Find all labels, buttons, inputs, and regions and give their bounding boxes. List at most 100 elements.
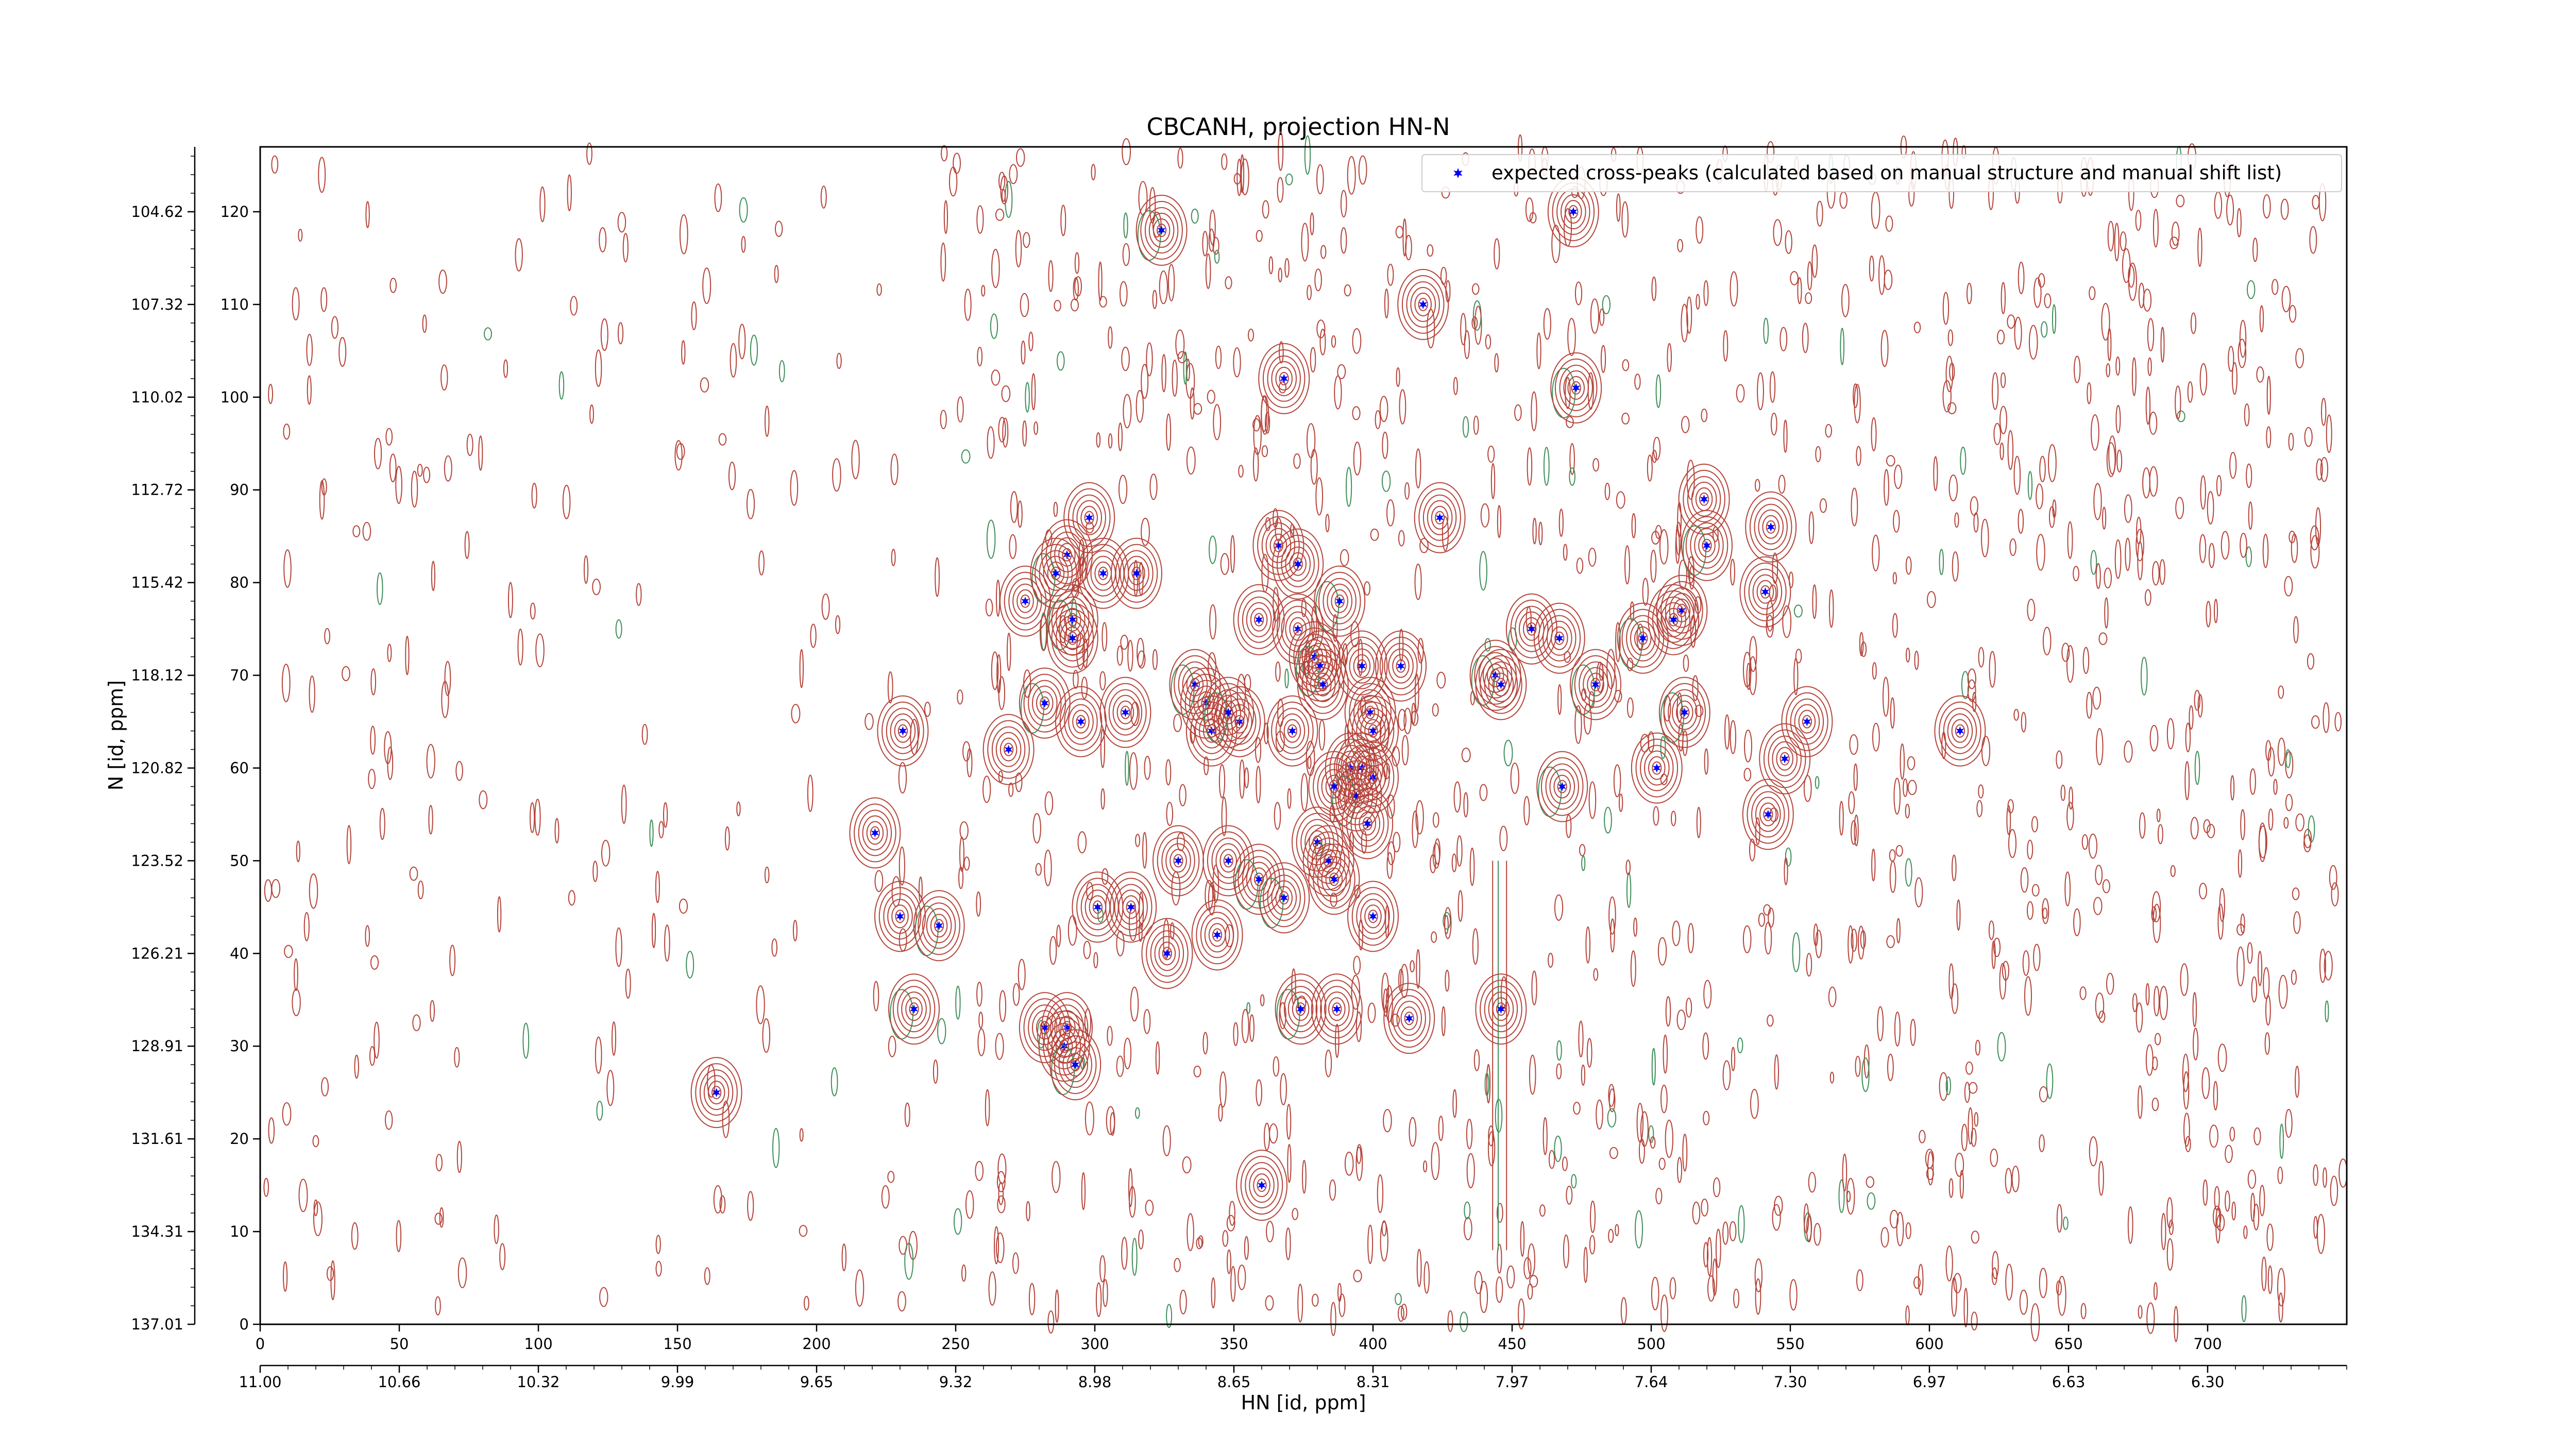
noise-contour [820,186,827,209]
noise-contour [2285,749,2291,768]
x-ppm-tick-label: 9.65 [800,1373,834,1391]
noise-contour [2098,1010,2106,1023]
peak-contour [1617,602,1669,674]
noise-contour [1344,1151,1354,1176]
peak-contour [1300,819,1334,866]
noise-contour [1307,284,1312,300]
noise-contour [2124,494,2132,523]
noise-contour [2021,712,2027,733]
peak-contour [1327,583,1352,619]
peak-contour [1554,631,1565,645]
noise-contour [2221,531,2230,560]
peak-contour [1153,218,1171,242]
peak-contour [897,986,931,1033]
peak-contour [1039,550,1073,597]
peak-contour [711,1086,722,1100]
noise-contour [1381,972,1389,1013]
noise-contour [1415,448,1421,488]
noise-contour [2124,740,2133,763]
negative-contour [914,905,939,956]
noise-contour [2252,238,2258,262]
noise-contour [2038,273,2045,288]
noise-contour [1352,328,1362,354]
noise-contour [1084,1101,1094,1136]
noise-contour [1009,534,1017,559]
noise-contour [1952,551,1959,582]
noise-contour [1815,446,1821,463]
noise-contour [2087,382,2092,405]
peak-contour [1315,843,1342,879]
noise-contour [1213,404,1222,441]
peak-contour [1064,608,1081,632]
peak-contour [1182,667,1208,702]
peak-contour [999,737,1018,762]
peak-contour [1219,700,1237,724]
cross-peak-marker [1324,856,1333,866]
noise-contour [2049,506,2055,528]
noise-contour [1221,797,1227,836]
cross-peak-marker [1653,763,1661,773]
noise-contour [1883,677,1889,717]
noise-contour [1945,1076,1952,1096]
noise-contour [1651,1048,1656,1086]
cross-peak-marker [1310,652,1319,662]
noise-contour [1768,907,1774,928]
peak-contour [1276,534,1319,594]
cross-peak-marker [935,921,943,931]
noise-contour [1100,788,1105,810]
noise-contour [2213,1081,2218,1110]
peak-contour [1486,663,1504,687]
noise-contour [2248,501,2253,530]
noise-contour [1574,705,1582,744]
peak-contour [1356,707,1390,754]
peak-contour [1563,370,1589,406]
peak-contour [1191,899,1243,971]
noise-contour [1616,491,1625,509]
noise-contour [1527,447,1533,486]
noise-contour [2095,563,2101,589]
peak-contour [1236,1150,1287,1221]
noise-contour [431,561,436,591]
noise-contour [1077,831,1087,854]
noise-contour [1012,1252,1019,1274]
noise-contour [1703,980,1712,1009]
noise-contour [2086,692,2093,719]
noise-contour [1683,654,1689,672]
noise-contour [691,301,697,330]
noise-contour [1120,281,1128,307]
peak-contour [1279,891,1289,905]
noise-contour [1702,1032,1709,1060]
noise-contour [1238,1265,1246,1290]
noise-contour [370,726,376,755]
plot-frame [259,146,2348,1325]
noise-contour [1615,1224,1619,1236]
peak-contour [1346,794,1389,853]
noise-contour [1813,923,1819,947]
noise-contour [2120,231,2127,251]
noise-contour [1497,1243,1502,1274]
negative-contour [890,989,913,1040]
noise-contour [2267,1265,2273,1294]
peak-contour [1051,590,1094,649]
x-tick-label: 150 [663,1335,691,1353]
peak-contour [1484,986,1518,1033]
noise-contour [1894,1012,1901,1047]
noise-contour [1249,1014,1255,1042]
noise-contour [1460,1311,1468,1333]
noise-contour [1742,925,1752,953]
y-tick-label: 90 [230,481,249,499]
noise-contour [2325,1000,2329,1023]
cross-peak-marker [1358,661,1366,671]
peak-contour [1640,745,1674,791]
noise-contour [2303,834,2312,852]
noise-contour [2154,986,2160,1017]
noise-contour [2192,992,2197,1027]
peak-contour [1396,1001,1422,1036]
peak-contour [1197,691,1215,715]
noise-contour [1573,1102,1581,1115]
cross-peak-marker [1319,680,1327,689]
noise-contour [1400,964,1409,998]
noise-contour [2209,1124,2218,1148]
peak-contour [1004,571,1047,631]
noise-contour [1262,200,1269,219]
